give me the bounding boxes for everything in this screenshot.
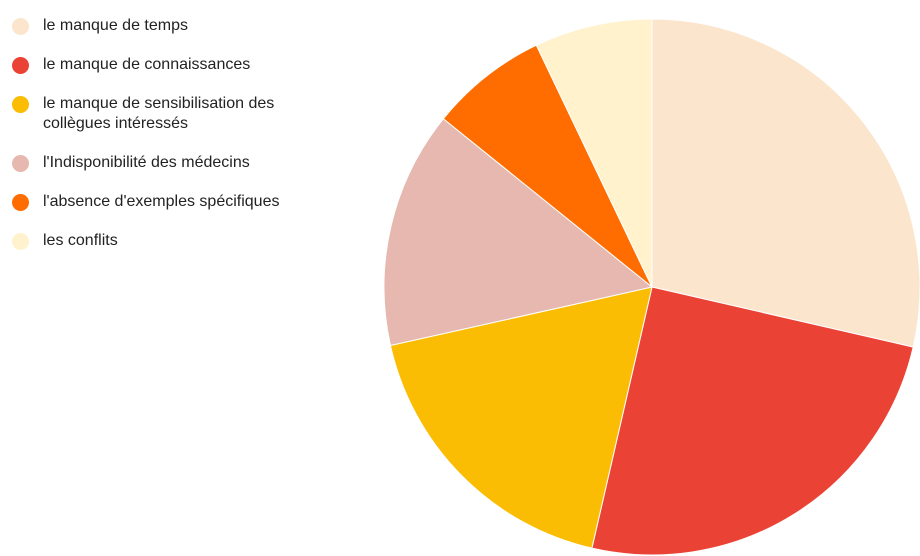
pie-slice xyxy=(389,286,653,549)
legend-swatch xyxy=(12,155,29,172)
legend-label: l'absence d'exemples spécifiques xyxy=(43,193,280,210)
pie-slice xyxy=(442,44,653,288)
legend-label: le manque de temps xyxy=(43,17,188,34)
pie-slice xyxy=(383,118,654,347)
legend-label: l'Indisponibilité des médecins xyxy=(43,154,250,171)
legend-item: les conflits xyxy=(12,231,343,251)
legend-item: le manque de temps xyxy=(12,16,343,36)
legend-swatch xyxy=(12,194,29,211)
legend-label: les conflits xyxy=(43,232,118,249)
pie-slice xyxy=(535,18,653,288)
legend-item: l'absence d'exemples spécifiques xyxy=(12,192,343,212)
legend-item: le manque de connaissances xyxy=(12,55,343,75)
legend-label: le manque de connaissances xyxy=(43,56,251,73)
legend-label: le manque de sensibilisation des collègu… xyxy=(43,95,275,132)
legend-swatch xyxy=(12,233,29,250)
legend-swatch xyxy=(12,96,29,113)
legend-swatch xyxy=(12,18,29,35)
legend-item: le manque de sensibilisation des collègu… xyxy=(12,94,343,134)
legend: le manque de temps le manque de connaissa… xyxy=(12,16,343,251)
pie-slice xyxy=(591,286,914,556)
legend-swatch xyxy=(12,57,29,74)
legend-item: l'Indisponibilité des médecins xyxy=(12,153,343,173)
